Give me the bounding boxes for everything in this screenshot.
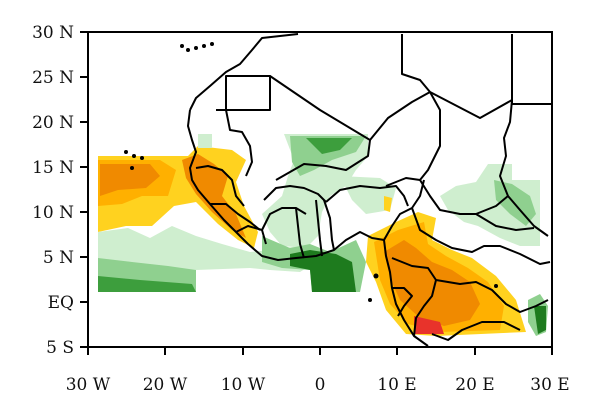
- border-congo-drc: [391, 257, 437, 337]
- border-mauritania-mali: [225, 109, 253, 177]
- island-canary-2: [186, 48, 190, 52]
- green-region-coast-east-dark: [290, 250, 356, 292]
- border-nigeria-niger: [325, 185, 409, 207]
- red-region-south: [414, 316, 444, 334]
- green-region-southeast-dark: [534, 306, 546, 334]
- x-label-20e: 20 E: [455, 375, 494, 395]
- coastline-north-west: [189, 33, 299, 111]
- island-canary-5: [210, 42, 214, 46]
- green-region-central-dark: [306, 138, 352, 154]
- island-cape-verde-4: [140, 156, 144, 160]
- border-gabon-congo: [392, 287, 413, 317]
- island-canary-3: [194, 46, 198, 50]
- island-sao-tome: [368, 298, 372, 302]
- x-label-0: 0: [315, 375, 326, 395]
- island-cape-verde-3: [130, 166, 134, 170]
- country-borders: [187, 33, 552, 347]
- border-algeria-mali: [269, 75, 431, 141]
- green-region-east: [440, 164, 540, 246]
- x-label-10w: 10 W: [221, 375, 266, 395]
- y-label-5n: 5 N: [43, 248, 74, 268]
- coastline-central-west: [383, 239, 429, 347]
- border-nigeria-cameroon: [383, 179, 425, 241]
- border-drc-east: [435, 279, 549, 313]
- x-label-30w: 30 W: [66, 375, 111, 395]
- y-label-30n: 30 N: [32, 23, 74, 43]
- anomaly-shading: [98, 134, 548, 336]
- x-label-30e: 30 E: [530, 375, 569, 395]
- border-chad-sudan: [499, 99, 549, 237]
- y-label-15n: 15 N: [32, 158, 74, 178]
- y-label-5s: 5 S: [46, 338, 74, 358]
- border-sudan-south-sudan: [475, 213, 535, 231]
- island-cape-verde-2: [132, 154, 136, 158]
- island-canary-4: [202, 44, 206, 48]
- orange-core-atlantic: [100, 164, 160, 196]
- yellow-small-cameroon: [384, 196, 392, 212]
- border-burkina-faso: [263, 185, 327, 203]
- border-mauritania-north: [216, 75, 271, 111]
- y-axis-labels: 30 N 25 N 20 N 15 N 10 N 5 N EQ 5 S: [32, 23, 74, 358]
- border-niger-chad: [385, 91, 441, 187]
- x-label-10e: 10 E: [377, 375, 416, 395]
- green-region-sahel-north: [198, 134, 212, 148]
- border-cote-divoire: [261, 207, 307, 231]
- border-ghana: [295, 207, 305, 259]
- island-bioko: [373, 273, 379, 279]
- green-region-gulf-west-dark: [98, 276, 196, 292]
- border-guinea: [210, 203, 261, 231]
- map-plot-area: 30 N 25 N 20 N 15 N 10 N 5 N EQ 5 S 30 W…: [32, 23, 570, 395]
- border-senegal-mali: [195, 165, 245, 207]
- border-chad-car: [419, 179, 509, 215]
- border-egypt-sudan: [511, 34, 552, 105]
- y-label-10n: 10 N: [32, 203, 74, 223]
- green-region-nigeria-south: [340, 176, 396, 214]
- tick-marks: [80, 31, 553, 355]
- islands: [124, 42, 498, 302]
- orange-region-senegal: [182, 154, 246, 238]
- x-axis-labels: 30 W 20 W 10 W 0 10 E 20 E 30 E: [66, 375, 570, 395]
- x-label-20w: 20 W: [143, 375, 188, 395]
- border-libya-egypt: [401, 34, 431, 93]
- border-sierra-leone-liberia: [235, 225, 267, 245]
- y-label-20n: 20 N: [32, 113, 74, 133]
- island-canary-1: [180, 44, 184, 48]
- orange-central: [384, 240, 480, 326]
- island-cape-verde-1: [124, 150, 128, 154]
- y-label-25n: 25 N: [32, 68, 74, 88]
- border-cameroon-car: [411, 207, 551, 265]
- coastline-west-africa: [187, 109, 385, 261]
- border-mali-niger: [275, 139, 371, 181]
- green-region-central-sahel: [262, 134, 368, 248]
- y-label-eq: EQ: [48, 293, 74, 313]
- border-togo-benin: [315, 199, 335, 257]
- green-region-central-mid: [290, 136, 366, 176]
- island-lake-victoria: [494, 284, 498, 288]
- border-libya-chad: [429, 91, 513, 119]
- border-drc-south: [431, 321, 521, 341]
